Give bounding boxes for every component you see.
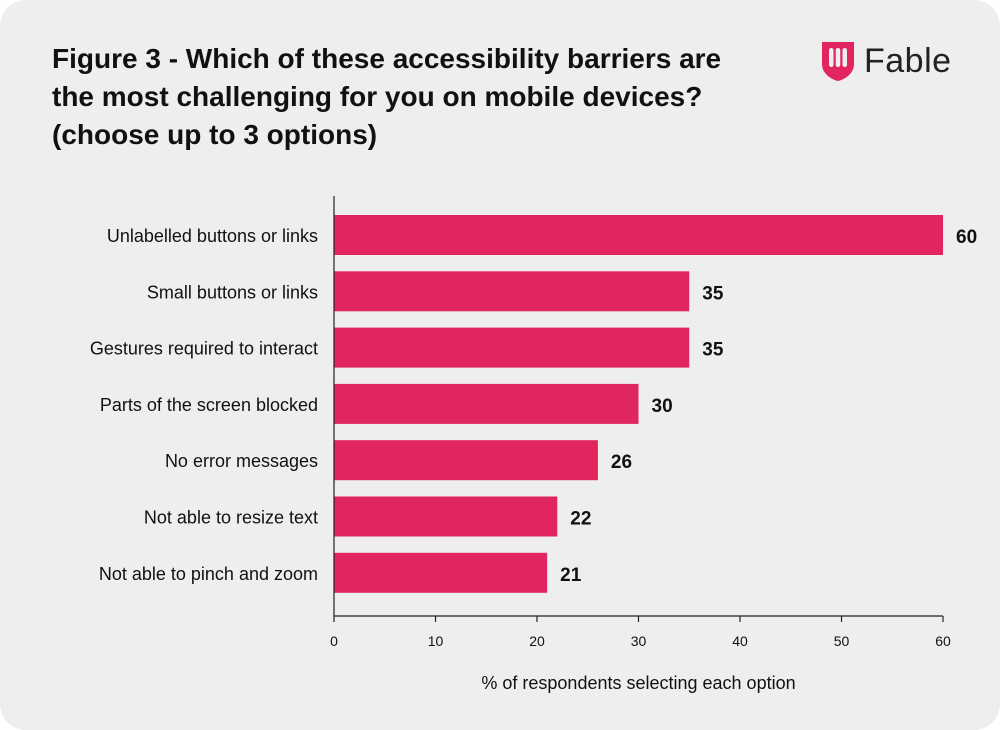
x-tick-label: 50 <box>834 633 850 649</box>
chart-title-line-2: the most challenging for you on mobile d… <box>52 81 703 112</box>
bar-1 <box>334 215 943 255</box>
data-label: 30 <box>652 396 673 417</box>
data-label: 60 <box>956 227 977 248</box>
x-axis-title: % of respondents selecting each option <box>481 673 795 693</box>
data-label: 26 <box>611 452 632 473</box>
bar-2 <box>334 271 690 312</box>
chart-title-line-3: (choose up to 3 options) <box>52 119 378 150</box>
data-label: 35 <box>702 283 724 304</box>
fable-logo-text: Fable <box>864 41 952 80</box>
category-label: Not able to resize text <box>144 508 318 528</box>
x-tick-label: 10 <box>428 633 444 649</box>
bar-4 <box>334 383 639 424</box>
bar-5 <box>334 440 598 481</box>
data-label: 22 <box>570 509 591 530</box>
chart-title-line-1: Figure 3 - Which of these accessibility … <box>52 43 722 74</box>
x-tick-label: 20 <box>529 633 545 649</box>
category-label: Unlabelled buttons or links <box>107 226 318 246</box>
category-label: Not able to pinch and zoom <box>99 564 318 584</box>
category-label: Parts of the screen blocked <box>100 395 318 415</box>
bar-6 <box>334 496 558 537</box>
fable-logo-icon <box>822 42 854 81</box>
category-label: Gestures required to interact <box>90 339 318 359</box>
x-tick-label: 60 <box>935 633 951 649</box>
category-label: No error messages <box>165 451 318 471</box>
chart-title: Figure 3 - Which of these accessibility … <box>52 40 792 154</box>
x-tick-label: 0 <box>330 633 338 649</box>
bar-7 <box>334 552 548 593</box>
data-label: 21 <box>560 565 582 586</box>
x-tick-label: 30 <box>631 633 647 649</box>
fable-logo: Fable <box>820 40 952 82</box>
bar-3 <box>334 327 690 368</box>
x-tick-label: 40 <box>732 633 748 649</box>
data-label: 35 <box>702 340 724 361</box>
category-label: Small buttons or links <box>147 282 318 302</box>
